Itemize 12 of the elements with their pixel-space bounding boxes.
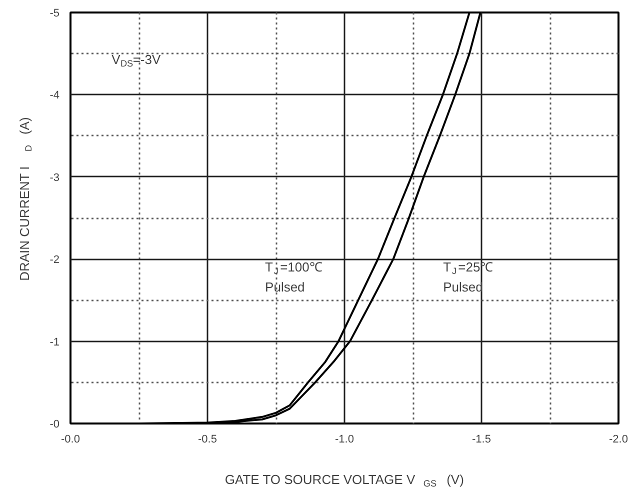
y-tick-label: -3 [50, 172, 60, 184]
x-tick-label: -1.5 [472, 434, 491, 446]
y-tick-label: -0 [50, 418, 60, 430]
y-tick-label: -2 [50, 254, 60, 266]
x-tick-label: -2.0 [609, 434, 628, 446]
x-tick-label: -1.0 [335, 434, 354, 446]
x-tick-label: -0.0 [61, 434, 80, 446]
x-tick-label: -0.5 [198, 434, 217, 446]
y-tick-label: -5 [50, 8, 60, 20]
y-tick-label: -4 [50, 90, 60, 102]
y-tick-label: -1 [50, 336, 60, 348]
y-axis-title: DRAIN CURRENT ID (A) [17, 117, 34, 281]
